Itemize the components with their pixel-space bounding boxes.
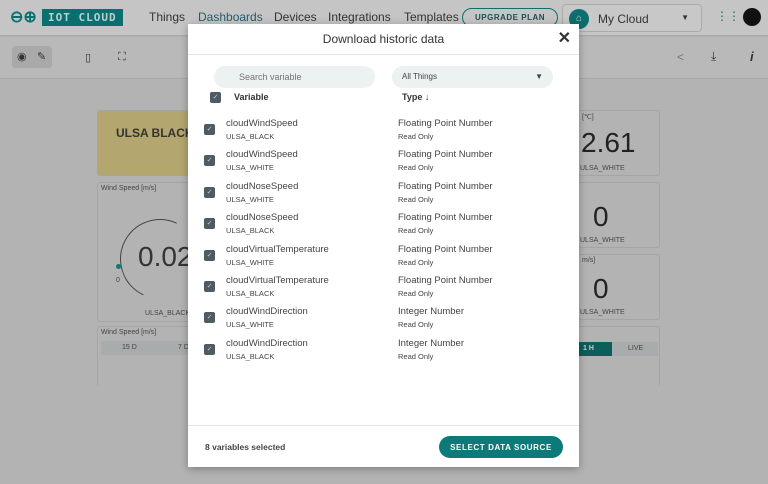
variable-name: cloudWindSpeed [226, 118, 298, 129]
thing-name: ULSA_WHITE [226, 257, 274, 267]
nav-integrations[interactable]: Integrations [328, 10, 391, 24]
access-mode: Read Only [398, 163, 434, 173]
close-icon[interactable]: ✕ [557, 30, 571, 47]
things-select[interactable]: All Things ▼ [392, 66, 553, 88]
variable-name: cloudWindDirection [226, 337, 308, 349]
column-type-sort[interactable]: Type ↓ [402, 92, 430, 102]
edit-icon[interactable]: ✎ [37, 51, 47, 63]
access-mode: Read Only [398, 320, 434, 330]
access-mode: Read Only [398, 289, 434, 298]
range-15d[interactable]: 15 D [122, 344, 137, 351]
variable-type: Floating Point Number [398, 180, 493, 192]
variable-type: Floating Point Number [398, 275, 493, 286]
row-checkbox[interactable]: ✓ [204, 124, 215, 135]
download-historic-data-modal: Download historic data ✕ 🔍︎ All Things▼ … [188, 24, 579, 467]
access-mode: Read Only [398, 226, 434, 236]
nav-things[interactable]: Things [149, 10, 186, 24]
thing-name: ULSA_BLACK [226, 226, 275, 236]
variable-row[interactable]: ✓ cloudWindDirection ULSA_WHITE Integer … [188, 306, 579, 337]
select-data-source-button[interactable]: SELECT DATA SOURCE [439, 436, 563, 458]
row-checkbox[interactable]: ✓ [204, 343, 215, 355]
variable-name: cloudVirtualTemperature [226, 275, 329, 286]
row-checkbox[interactable]: ✓ [204, 186, 215, 198]
modal-title: Download historic data [188, 24, 579, 55]
thing-name: ULSA_BLACK [226, 132, 275, 141]
range-1h[interactable]: 1 H [579, 342, 612, 356]
variable-type: Floating Point Number [398, 243, 493, 255]
thing-title-widget: ULSA BLACK [97, 110, 197, 176]
row-checkbox[interactable]: ✓ [204, 218, 215, 230]
fullscreen-icon[interactable]: ⛶ [118, 51, 126, 63]
access-mode: Read Only [398, 132, 434, 141]
variable-type: Floating Point Number [398, 212, 493, 224]
mobile-view-icon[interactable]: ▯ [85, 52, 92, 64]
share-icon[interactable]: < [677, 50, 685, 64]
arrow-down-icon: ↓ [424, 92, 430, 102]
variable-name: cloudWindDirection [226, 306, 308, 318]
variable-row[interactable]: ✓ cloudWindSpeed ULSA_WHITE Floating Poi… [188, 149, 579, 180]
range-live[interactable]: LIVE [612, 342, 658, 356]
space-selector[interactable]: ⌂ My Cloud ▼ [562, 4, 702, 32]
divider [188, 425, 579, 426]
arduino-infinity-icon: ⊖⊕ [10, 8, 37, 26]
variable-row[interactable]: ✓ cloudWindDirection ULSA_BLACK Integer … [188, 338, 579, 369]
logo[interactable]: ⊖⊕ IOT CLOUD [10, 9, 123, 26]
variable-name: cloudVirtualTemperature [226, 243, 329, 255]
thing-name: ULSA_BLACK [226, 289, 275, 298]
column-variable: Variable [234, 92, 269, 102]
row-checkbox[interactable]: ✓ [204, 155, 215, 167]
download-icon[interactable]: ⤓ [711, 49, 717, 63]
variable-type: Integer Number [398, 337, 465, 349]
select-all-checkbox[interactable]: ✓ [210, 92, 221, 103]
gauge-marker [116, 264, 121, 269]
nav-devices[interactable]: Devices [274, 10, 317, 24]
chart-widget: Wind Speed [m/s] 15 D 7 D [97, 326, 197, 386]
variable-name: cloudNoseSpeed [226, 180, 299, 192]
info-icon[interactable]: i [750, 49, 754, 64]
avatar[interactable] [743, 8, 761, 26]
access-mode: Read Only [398, 351, 434, 361]
selected-count: 8 variables selected [205, 442, 286, 452]
gauge-widget: Wind Speed [m/s] 0.02 0 ULSA_BLACK [97, 182, 212, 322]
row-checkbox[interactable]: ✓ [204, 249, 215, 261]
variable-row[interactable]: ✓ cloudVirtualTemperature ULSA_WHITE Flo… [188, 244, 579, 275]
variable-row[interactable]: ✓ cloudVirtualTemperature ULSA_BLACK Flo… [188, 275, 579, 306]
row-checkbox[interactable]: ✓ [204, 312, 215, 324]
thing-name: ULSA_WHITE [226, 320, 274, 330]
thing-name: ULSA_BLACK [226, 351, 275, 361]
caret-down-icon: ▼ [535, 72, 543, 81]
range-7d[interactable]: 7 D [178, 344, 189, 351]
variable-row[interactable]: ✓ cloudWindSpeed ULSA_BLACK Floating Poi… [188, 118, 579, 149]
variable-type: Floating Point Number [398, 149, 493, 161]
variable-row[interactable]: ✓ cloudNoseSpeed ULSA_WHITE Floating Poi… [188, 181, 579, 212]
nav-templates[interactable]: Templates [404, 10, 459, 24]
variable-name: cloudNoseSpeed [226, 212, 299, 224]
thing-name: ULSA_WHITE [226, 194, 274, 204]
caret-down-icon: ▼ [681, 13, 689, 22]
access-mode: Read Only [398, 257, 434, 267]
variable-type: Floating Point Number [398, 118, 493, 129]
eye-icon[interactable]: ◉ [17, 51, 27, 63]
nav-dashboards[interactable]: Dashboards [198, 10, 263, 24]
row-checkbox[interactable]: ✓ [204, 281, 215, 292]
variable-row[interactable]: ✓ cloudNoseSpeed ULSA_BLACK Floating Poi… [188, 212, 579, 243]
access-mode: Read Only [398, 194, 434, 204]
view-edit-toggle[interactable]: ◉ ✎ [12, 46, 52, 68]
variable-type: Integer Number [398, 306, 465, 318]
thing-name: ULSA_WHITE [226, 163, 274, 173]
variable-name: cloudWindSpeed [226, 149, 298, 161]
search-variable-input[interactable] [214, 66, 375, 88]
